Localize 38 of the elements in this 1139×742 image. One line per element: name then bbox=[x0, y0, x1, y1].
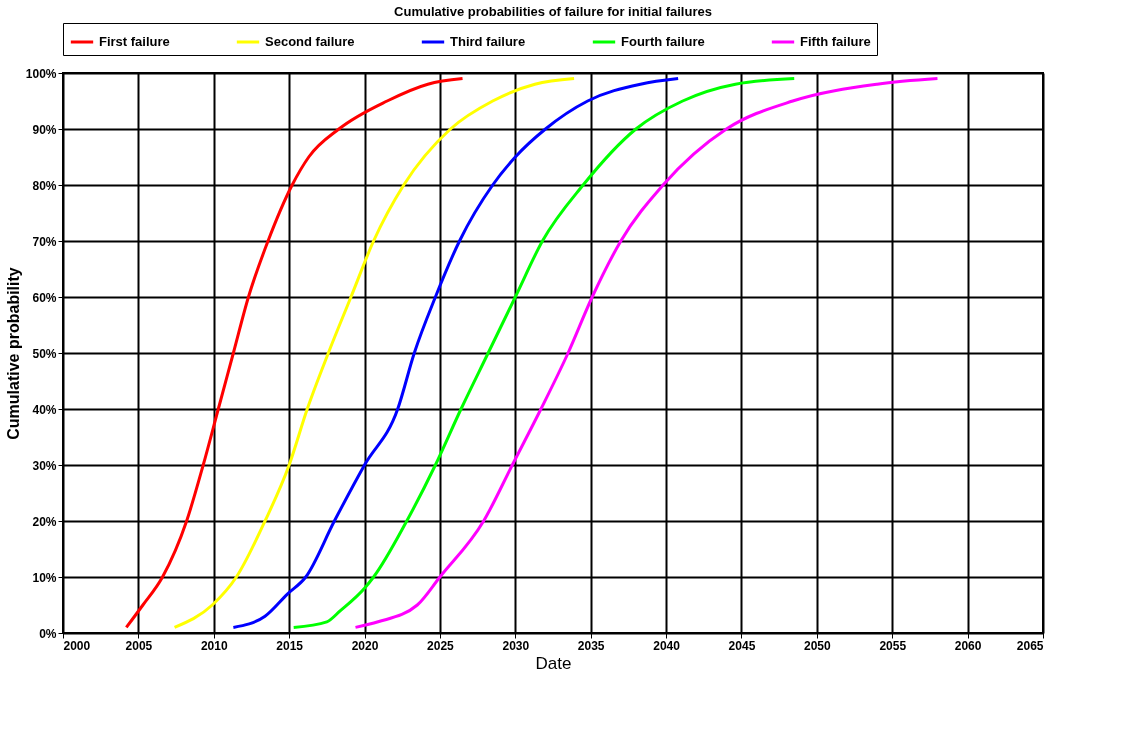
legend-label: Third failure bbox=[450, 34, 526, 49]
x-axis-title: Date bbox=[535, 653, 572, 673]
y-tick-label: 20% bbox=[32, 514, 57, 529]
x-tick-label: 2010 bbox=[200, 638, 228, 653]
y-tick-label: 40% bbox=[32, 402, 57, 417]
y-tick-label: 0% bbox=[39, 626, 57, 641]
x-tick-label: 2050 bbox=[803, 638, 832, 653]
legend-label: Fifth failure bbox=[800, 34, 871, 49]
line-series bbox=[353, 77, 939, 629]
line-series bbox=[173, 77, 576, 629]
x-tick-label: 2015 bbox=[276, 638, 304, 653]
y-tick-label: 60% bbox=[32, 290, 57, 305]
x-tick-label: 2025 bbox=[427, 638, 455, 653]
legend-label: First failure bbox=[99, 34, 170, 49]
y-tick-label: 30% bbox=[32, 458, 57, 473]
x-tick-label: 2065 bbox=[1016, 638, 1044, 653]
line-series bbox=[231, 77, 680, 629]
chart-title: Cumulative probabilities of failure for initial failures bbox=[394, 3, 712, 19]
legend-label: Fourth failure bbox=[621, 34, 705, 49]
x-tick-label: 2045 bbox=[728, 638, 756, 653]
y-axis-title: Cumulative probability bbox=[4, 267, 22, 440]
y-tick-label: 50% bbox=[32, 346, 57, 361]
y-tick-label: 10% bbox=[32, 570, 57, 585]
x-tick-label: 2000 bbox=[63, 638, 91, 653]
x-tick-label: 2020 bbox=[351, 638, 379, 653]
x-tick-label: 2030 bbox=[502, 638, 530, 653]
x-tick-label: 2035 bbox=[577, 638, 605, 653]
legend-label: Second failure bbox=[265, 34, 355, 49]
y-tick-label: 90% bbox=[32, 122, 57, 137]
x-tick-label: 2055 bbox=[879, 638, 907, 653]
y-tick-label: 70% bbox=[32, 234, 57, 249]
y-tick-label: 80% bbox=[32, 178, 57, 193]
line-series bbox=[124, 77, 465, 629]
x-tick-label: 2005 bbox=[125, 638, 153, 653]
y-tick-label: 100% bbox=[25, 66, 57, 81]
line-series bbox=[292, 77, 796, 629]
x-tick-label: 2040 bbox=[653, 638, 681, 653]
x-tick-label: 2060 bbox=[954, 638, 982, 653]
